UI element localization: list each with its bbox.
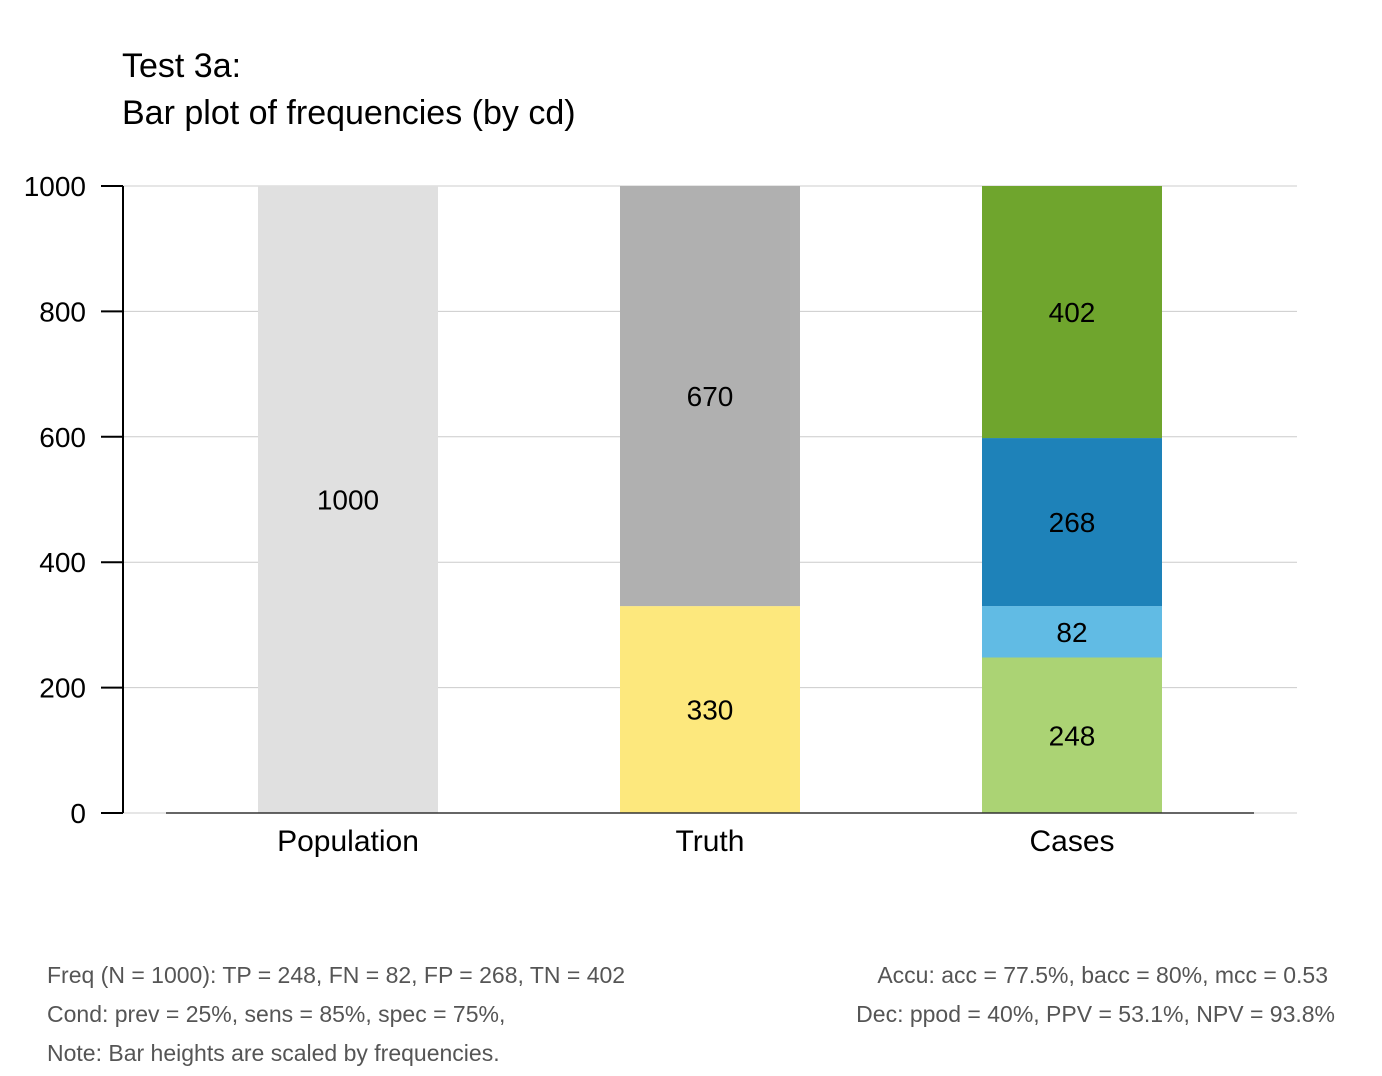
bar-segment bbox=[258, 186, 438, 813]
x-category-label: Truth bbox=[676, 825, 745, 858]
chart-title-line: Test 3a: bbox=[122, 47, 241, 85]
bar-segment bbox=[982, 657, 1162, 813]
bar-segment bbox=[982, 186, 1162, 439]
x-category-label: Population bbox=[277, 825, 419, 858]
y-tick-label: 200 bbox=[39, 673, 86, 704]
footer-dec: Dec: ppod = 40%, PPV = 53.1%, NPV = 93.8… bbox=[856, 1001, 1335, 1027]
y-tick-label: 800 bbox=[39, 296, 86, 327]
footer-cond: Cond: prev = 25%, sens = 85%, spec = 75%… bbox=[47, 1001, 505, 1027]
bar-value-label: 82 bbox=[1056, 617, 1087, 648]
bar-value-label: 268 bbox=[1049, 507, 1096, 538]
footer-accu: Accu: acc = 77.5%, bacc = 80%, mcc = 0.5… bbox=[877, 962, 1328, 988]
bar-value-label: 1000 bbox=[317, 485, 379, 516]
x-category-label: Cases bbox=[1029, 825, 1114, 858]
chart-title-line: Bar plot of frequencies (by cd) bbox=[122, 94, 576, 132]
bar-value-label: 670 bbox=[687, 381, 734, 412]
y-tick-label: 1000 bbox=[24, 171, 86, 202]
footer-freq: Freq (N = 1000): TP = 248, FN = 82, FP =… bbox=[47, 962, 625, 988]
y-tick-label: 600 bbox=[39, 422, 86, 453]
bar-segment bbox=[982, 606, 1162, 658]
footer-note: Note: Bar heights are scaled by frequenc… bbox=[47, 1040, 500, 1066]
y-tick-label: 0 bbox=[70, 798, 86, 829]
y-axis: 0 200 400 600 800 1000 bbox=[24, 171, 124, 829]
bar-value-label: 402 bbox=[1049, 297, 1096, 328]
bar-value-label: 248 bbox=[1049, 720, 1096, 751]
chart-title: Test 3a: Bar plot of frequencies (by cd) bbox=[122, 47, 576, 132]
bar-segment bbox=[620, 186, 800, 607]
bar-segment bbox=[620, 606, 800, 813]
x-axis-categories: Population Truth Cases bbox=[277, 825, 1114, 858]
bars: 1000 330 670 248 82 268 402 bbox=[166, 186, 1254, 814]
y-tick-label: 400 bbox=[39, 547, 86, 578]
bar-segment bbox=[982, 438, 1162, 607]
bar-value-label: 330 bbox=[687, 695, 734, 726]
summary-footer: Freq (N = 1000): TP = 248, FN = 82, FP =… bbox=[47, 962, 1335, 1066]
